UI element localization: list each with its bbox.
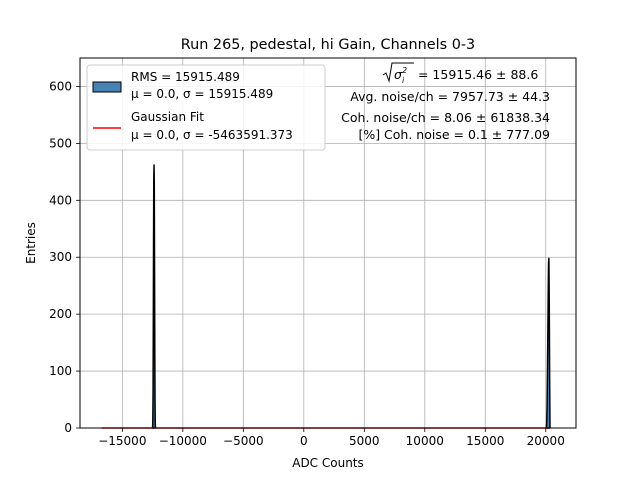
legend-label-rms: RMS = 15915.489 (131, 70, 240, 84)
histogram-peak (151, 164, 157, 429)
x-tick-label: −5000 (223, 434, 264, 448)
noise-annotations: σ 2 i = 15915.46 ± 88.6 Avg. noise/ch = … (341, 62, 550, 142)
y-tick-label: 400 (49, 193, 72, 207)
y-tick-label: 0 (64, 421, 72, 435)
x-axis-label: ADC Counts (292, 456, 364, 470)
svg-text:σ: σ (394, 67, 403, 82)
sqrt-sigma-symbol: σ 2 i (382, 62, 414, 85)
chart-title: Run 265, pedestal, hi Gain, Channels 0-3 (181, 37, 475, 53)
histogram-peak (545, 257, 551, 429)
annotation-sqrt-sigma: = 15915.46 ± 88.6 (414, 67, 538, 82)
x-axis: −15000 −10000 −5000 0 5000 10000 15000 20000 (98, 428, 565, 448)
annotation-avg-noise: Avg. noise/ch = 7957.73 ± 44.3 (350, 89, 550, 104)
x-tick-label: −15000 (98, 434, 146, 448)
legend-label-fit-params: μ = 0.0, σ = -5463591.373 (131, 128, 293, 142)
x-tick-label: 15000 (466, 434, 504, 448)
annotation-pct-coh-noise: [%] Coh. noise = 0.1 ± 777.09 (358, 127, 550, 142)
y-tick-label: 100 (49, 364, 72, 378)
svg-text:i: i (402, 76, 405, 85)
histogram-peaks (151, 164, 551, 429)
y-axis-label: Entries (24, 222, 38, 264)
y-tick-label: 200 (49, 307, 72, 321)
y-tick-label: 500 (49, 136, 72, 150)
x-tick-label: 20000 (527, 434, 565, 448)
y-tick-label: 600 (49, 79, 72, 93)
x-tick-label: 5000 (349, 434, 380, 448)
x-tick-label: 0 (300, 434, 308, 448)
annotation-coh-noise: Coh. noise/ch = 8.06 ± 61838.34 (341, 110, 550, 125)
svg-text:2: 2 (402, 66, 407, 75)
legend-label-fit: Gaussian Fit (131, 110, 204, 124)
plot-frame (79, 57, 577, 429)
legend-box (86, 64, 326, 151)
x-tick-label: −10000 (159, 434, 207, 448)
y-tick-label: 300 (49, 250, 72, 264)
legend-label-hist-params: μ = 0.0, σ = 15915.489 (131, 87, 273, 101)
x-tick-label: 10000 (406, 434, 444, 448)
legend: RMS = 15915.489 μ = 0.0, σ = 15915.489 G… (86, 64, 326, 151)
legend-swatch-histogram (92, 81, 122, 93)
y-axis: 0 100 200 300 400 500 600 (49, 79, 80, 435)
